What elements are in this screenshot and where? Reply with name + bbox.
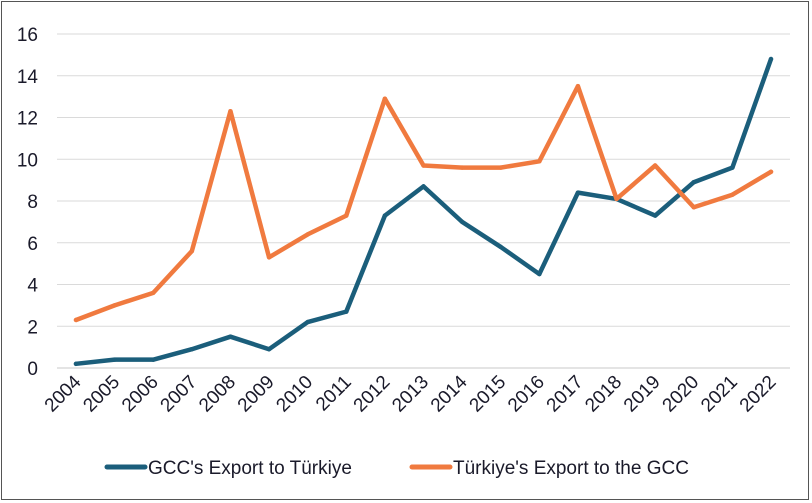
data-point bbox=[768, 56, 774, 62]
data-point bbox=[691, 180, 696, 185]
data-point bbox=[305, 232, 310, 237]
x-tick-label: 2005 bbox=[79, 372, 124, 417]
x-tick-label: 2022 bbox=[736, 372, 781, 417]
x-tick-label: 2010 bbox=[272, 372, 317, 417]
x-tick-label: 2013 bbox=[388, 372, 433, 417]
data-point bbox=[112, 303, 117, 308]
data-point bbox=[189, 347, 195, 352]
data-point bbox=[652, 213, 658, 218]
data-point bbox=[459, 165, 465, 170]
y-tick-label: 2 bbox=[27, 317, 38, 338]
data-point bbox=[575, 190, 581, 195]
legend-label: GCC's Export to Türkiye bbox=[148, 458, 352, 479]
data-point bbox=[691, 205, 696, 210]
x-tick-label: 2011 bbox=[312, 372, 356, 416]
data-point bbox=[498, 165, 503, 170]
data-point bbox=[228, 334, 233, 339]
x-tick-label: 2007 bbox=[157, 372, 202, 417]
y-tick-label: 0 bbox=[27, 359, 38, 380]
data-point bbox=[537, 159, 542, 164]
data-point bbox=[537, 271, 542, 277]
data-point bbox=[266, 255, 272, 260]
x-tick-label: 2015 bbox=[466, 372, 511, 417]
data-point bbox=[768, 169, 774, 174]
x-tick-label: 2021 bbox=[697, 372, 742, 417]
data-point bbox=[305, 319, 310, 325]
data-point bbox=[151, 357, 156, 362]
y-tick-label: 4 bbox=[27, 276, 38, 297]
data-point bbox=[421, 163, 426, 168]
y-tick-label: 6 bbox=[27, 234, 38, 255]
y-tick-label: 8 bbox=[27, 192, 38, 213]
series-line-gcc-export bbox=[73, 56, 774, 367]
data-point bbox=[730, 165, 735, 170]
data-point bbox=[421, 184, 426, 189]
x-tick-label: 2012 bbox=[350, 372, 395, 417]
data-point bbox=[228, 109, 233, 114]
data-point bbox=[382, 96, 388, 101]
data-point bbox=[189, 248, 195, 254]
y-tick-label: 14 bbox=[17, 67, 39, 88]
y-tick-label: 10 bbox=[17, 150, 38, 171]
data-point bbox=[73, 317, 79, 323]
x-tick-label: 2019 bbox=[620, 372, 665, 417]
data-point bbox=[614, 196, 619, 202]
data-point bbox=[382, 213, 388, 218]
data-point bbox=[498, 244, 503, 250]
data-point bbox=[266, 347, 272, 352]
x-tick-label: 2006 bbox=[118, 372, 163, 417]
x-tick-label: 2008 bbox=[195, 372, 240, 417]
data-point bbox=[652, 163, 658, 168]
data-point bbox=[459, 219, 465, 225]
data-point bbox=[151, 290, 156, 296]
y-tick-label: 16 bbox=[17, 25, 38, 46]
data-point bbox=[344, 309, 349, 314]
y-tick-label: 12 bbox=[17, 109, 38, 130]
x-tick-label: 2017 bbox=[543, 372, 588, 417]
x-tick-label: 2016 bbox=[504, 372, 549, 417]
legend-label: Türkiye's Export to the GCC bbox=[453, 458, 689, 479]
data-point bbox=[344, 213, 349, 218]
x-tick-label: 2004 bbox=[41, 371, 86, 416]
data-point bbox=[730, 192, 735, 197]
x-tick-label: 2014 bbox=[427, 371, 472, 416]
data-point bbox=[575, 83, 581, 89]
data-point bbox=[73, 361, 79, 367]
x-tick-label: 2009 bbox=[234, 372, 279, 417]
x-tick-label: 2018 bbox=[581, 372, 626, 417]
data-point bbox=[112, 357, 117, 362]
x-tick-label: 2020 bbox=[659, 372, 704, 417]
